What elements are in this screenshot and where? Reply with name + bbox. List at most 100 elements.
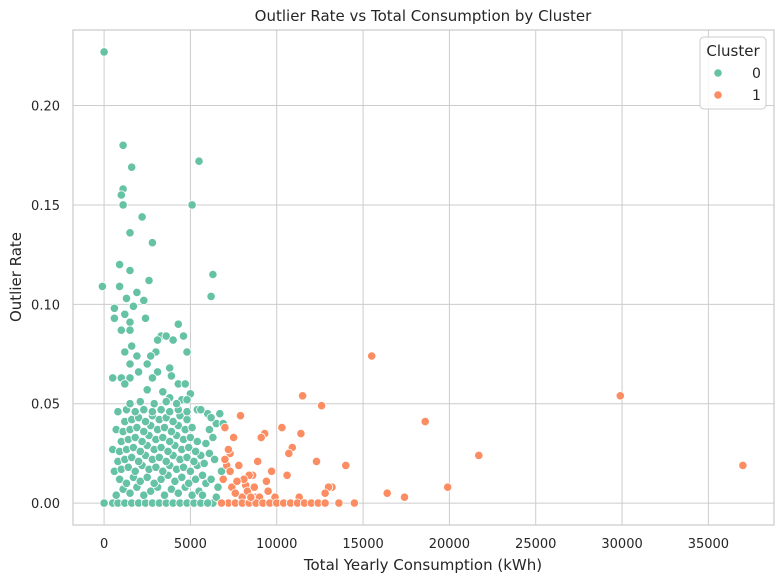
data-point-cluster-0 [196,405,206,415]
data-point-cluster-0 [116,190,126,200]
data-point-cluster-0 [139,405,149,415]
data-point-cluster-0 [161,397,171,407]
data-point-cluster-0 [108,373,118,383]
data-point-cluster-1 [297,391,308,401]
data-point-cluster-0 [203,498,213,508]
data-point-cluster-1 [420,416,430,427]
legend-title: Cluster [706,42,760,60]
data-point-cluster-1 [263,486,273,496]
data-point-cluster-0 [99,498,109,508]
data-point-cluster-1 [223,444,233,455]
data-point-cluster-0 [134,456,144,466]
data-point-cluster-1 [216,498,227,508]
data-point-cluster-0 [173,488,183,498]
legend: Cluster 0 1 [699,36,767,110]
data-point-cluster-0 [99,47,109,57]
data-point-cluster-1 [615,391,625,401]
data-point-cluster-0 [132,287,142,297]
data-point-cluster-0 [142,359,152,369]
data-point-cluster-0 [168,335,178,345]
data-point-cluster-1 [296,428,306,439]
data-point-cluster-0 [165,407,175,417]
data-point-cluster-0 [120,347,130,357]
data-point-cluster-0 [165,436,175,447]
data-point-cluster-0 [166,371,176,381]
y-tick-labels: 0.00 0.05 0.10 0.15 0.20 [31,100,60,513]
data-point-cluster-0 [182,414,192,425]
data-point-cluster-0 [123,462,133,472]
data-point-cluster-0 [121,478,132,488]
data-point-cluster-1 [261,476,271,486]
data-point-cluster-0 [153,367,163,377]
legend-label-cluster-1: 1 [752,88,761,104]
data-point-cluster-0 [189,456,199,466]
plot-frame [72,29,775,526]
data-point-cluster-1 [349,498,359,508]
data-point-cluster-0 [134,367,144,377]
data-point-cluster-0 [147,238,157,248]
x-tick-labels: 0 5000 10000 15000 20000 25000 30000 35000 [100,537,729,552]
data-point-cluster-0 [173,319,183,329]
data-point-cluster-0 [170,476,180,486]
data-point-cluster-1 [282,470,292,480]
data-point-cluster-0 [144,275,154,286]
data-point-cluster-1 [443,482,453,492]
data-point-cluster-0 [168,416,178,427]
data-point-cluster-1 [225,466,235,476]
data-point-cluster-0 [97,281,108,291]
data-point-cluster-1 [246,492,256,502]
data-point-cluster-0 [127,162,137,172]
data-points [97,47,748,508]
data-point-cluster-0 [182,407,192,417]
data-point-cluster-0 [172,399,182,409]
data-point-cluster-0 [149,399,159,409]
data-point-cluster-1 [249,482,259,492]
data-point-cluster-0 [211,492,221,502]
data-point-cluster-0 [187,422,197,433]
data-point-cluster-0 [182,452,192,462]
data-point-cluster-1 [334,498,344,508]
data-point-cluster-0 [142,385,152,395]
data-point-cluster-0 [178,331,189,341]
data-point-cluster-0 [118,140,128,150]
data-point-cluster-0 [130,432,140,443]
data-point-cluster-0 [201,438,211,449]
data-point-cluster-1 [253,456,263,466]
data-point-cluster-0 [130,407,140,417]
data-point-cluster-0 [115,259,125,270]
data-point-cluster-1 [220,454,230,464]
data-point-cluster-0 [147,373,157,383]
data-point-cluster-0 [163,446,173,456]
legend-label-cluster-0: 0 [752,66,761,82]
data-point-cluster-0 [139,490,149,500]
data-point-cluster-1 [320,488,330,498]
data-point-cluster-0 [184,442,194,453]
data-point-cluster-1 [256,432,266,443]
data-point-cluster-0 [177,472,187,482]
data-point-cluster-0 [125,359,135,369]
data-point-cluster-0 [159,490,170,500]
data-point-cluster-0 [146,351,156,361]
data-point-cluster-1 [277,422,287,433]
data-point-cluster-0 [210,454,220,464]
data-point-cluster-0 [137,436,147,447]
chart-title: Outlier Rate vs Total Consumption by Clu… [255,7,592,25]
data-point-cluster-0 [187,200,197,210]
x-tick-label: 25000 [515,537,556,552]
data-point-cluster-0 [128,301,138,311]
data-point-cluster-0 [197,470,208,480]
data-point-cluster-1 [738,460,748,470]
x-tick-label: 0 [100,537,108,552]
y-tick-label: 0.00 [31,497,60,512]
y-tick-label: 0.15 [31,199,60,214]
data-point-cluster-1 [234,460,244,470]
data-point-cluster-0 [111,490,121,500]
data-point-cluster-0 [109,313,120,323]
data-point-cluster-0 [125,317,135,327]
data-point-cluster-0 [125,399,135,409]
data-point-cluster-1 [266,466,277,476]
data-point-cluster-0 [158,432,168,443]
data-point-cluster-0 [185,432,195,443]
data-point-cluster-0 [187,490,197,500]
data-point-cluster-1 [382,488,392,498]
